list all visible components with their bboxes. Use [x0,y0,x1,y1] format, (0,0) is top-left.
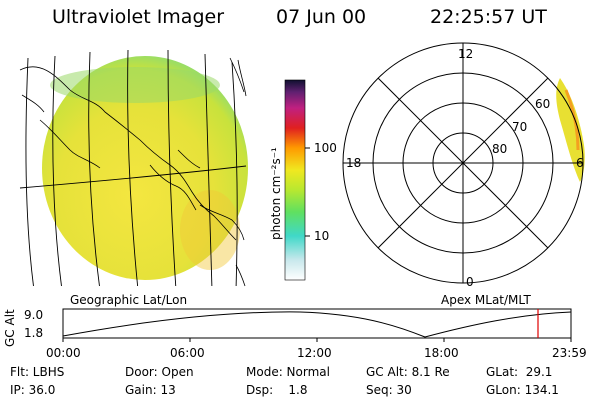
lon-grid [25,49,238,286]
altitude-plot [62,308,572,342]
info-ip: IP: 36.0 [10,383,56,397]
info-mode: Mode: Normal [246,365,330,379]
colorbar-tick-100: 100 [314,141,337,155]
colorbar [284,79,306,281]
right-panel-label: Apex MLat/MLT [441,293,531,307]
polar-plot [342,42,585,284]
coastline-outer [235,59,247,287]
colorbar-tick-10: 10 [314,229,330,243]
info-seq: Seq: 30 [366,383,412,397]
earth-image [19,49,248,286]
info-filter: Flt: LBHS [10,365,65,379]
mlt-label-12: 12 [458,47,474,61]
time-tick-1800: 18:00 [424,346,459,360]
mlt-label-0: 0 [466,275,474,289]
time-tick-0600: 06:00 [170,346,205,360]
info-gain: Gain: 13 [125,383,176,397]
mlt-label-18: 18 [346,156,362,170]
colorbar-ticks [305,147,310,237]
info-glat: GLat: 29.1 [486,365,553,379]
altitude-tick-low: 1.8 [24,326,44,340]
lat-grid [19,165,247,189]
info-glon: GLon: 134.1 [486,383,559,397]
mlat-label-70: 70 [512,120,528,134]
observation-time: 22:25:57 UT [430,6,547,28]
left-panel-label: Geographic Lat/Lon [70,293,188,307]
info-dsp: Dsp: 1.8 [246,383,308,397]
time-tick-0000: 00:00 [46,346,81,360]
altitude-axis-label: GC Alt [3,309,17,347]
coastline [19,57,245,241]
time-tick-1200: 12:00 [297,346,332,360]
time-tick-2359: 23:59 [552,346,587,360]
mlat-label-60: 60 [535,97,551,111]
info-door: Door: Open [125,365,194,379]
info-gc-alt: GC Alt: 8.1 Re [366,365,450,379]
altitude-tick-high: 9.0 [24,308,44,322]
mlt-label-6: 6 [576,156,584,170]
mlat-label-80: 80 [492,142,508,156]
observation-date: 07 Jun 00 [276,6,367,28]
colorbar-unit-label: photon cm⁻²s⁻¹ [269,147,283,240]
app-title: Ultraviolet Imager [52,6,225,28]
